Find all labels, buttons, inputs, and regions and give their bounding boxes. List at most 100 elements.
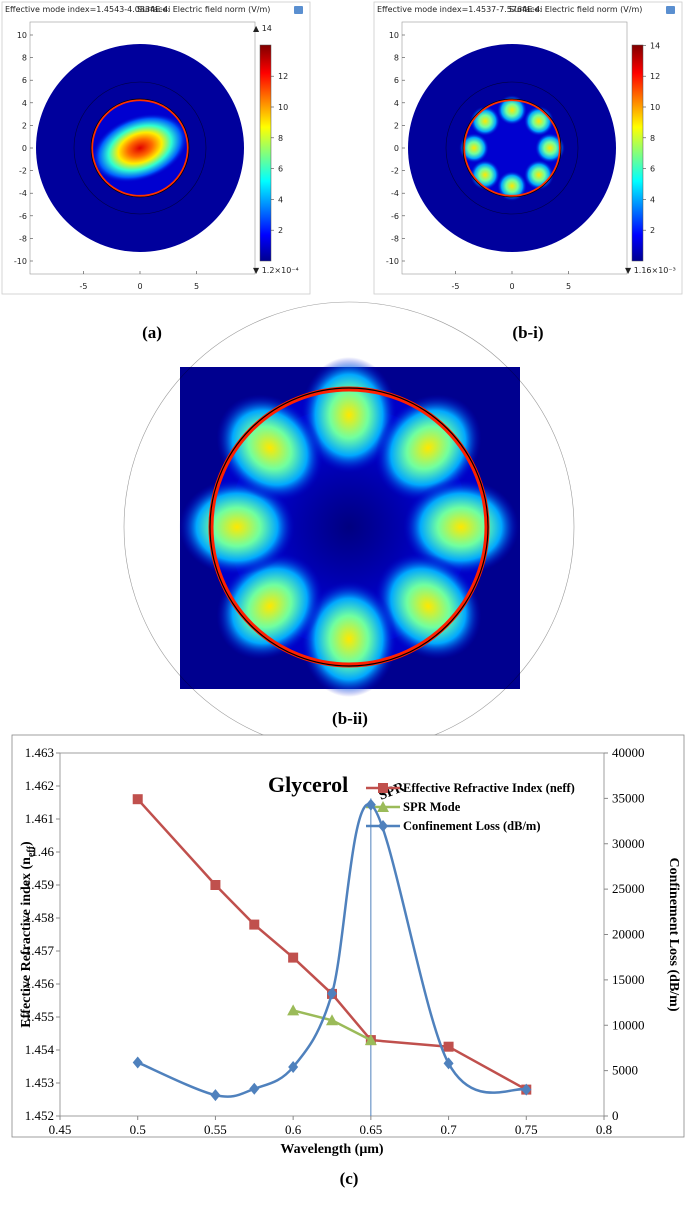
y-tick-label: -6 <box>391 212 399 221</box>
legend-label: Confinement Loss (dB/m) <box>403 819 541 833</box>
field-panel: Effective mode index=1.4543-4.0834E-4iSu… <box>1 1 311 295</box>
field-lobe <box>523 106 554 137</box>
x-tick-label: -5 <box>80 282 88 291</box>
y-tick-label: 1.461 <box>25 811 54 826</box>
zoom-boundary <box>209 387 489 667</box>
series-line <box>136 798 527 1091</box>
colorbar-tick-label: 8 <box>278 134 283 143</box>
y-tick-label: 1.454 <box>25 1042 55 1057</box>
field-lobe <box>179 479 295 575</box>
y-tick-label: 8 <box>394 54 399 63</box>
panel-title: Effective mode index=1.4543-4.0834E-4i <box>5 5 170 14</box>
colorbar-tick-label: 12 <box>278 72 288 81</box>
x-tick-label: 0.8 <box>596 1122 612 1137</box>
field-lobe <box>470 106 501 137</box>
field-panels: Effective mode index=1.4543-4.0834E-4i Su… <box>1 1 683 342</box>
field-lobe <box>301 357 397 473</box>
colorbar-tick-label: 6 <box>278 165 283 174</box>
colorbar-min: ▼ 1.16×10⁻³ <box>625 266 676 275</box>
field-lobe <box>216 394 324 502</box>
field-lobe <box>497 171 527 201</box>
y-tick-label: 1.46 <box>31 844 54 859</box>
field-lobe <box>403 479 519 575</box>
colorbar-max: ▲ 14 <box>253 24 272 33</box>
y-tick-label: -2 <box>391 167 399 176</box>
field-lobe <box>523 159 554 190</box>
y-tick-label: 6 <box>22 76 27 85</box>
marker <box>377 801 389 812</box>
colorbar-tick-label: 10 <box>278 103 288 112</box>
colorbar-tick-label: 4 <box>278 195 283 204</box>
marker <box>249 919 260 930</box>
marker <box>443 1057 454 1070</box>
marker <box>327 987 337 1000</box>
y-tick-label: 0 <box>22 144 27 153</box>
y2-tick-label: 35000 <box>612 790 645 805</box>
x-tick-label: -5 <box>452 282 460 291</box>
marker <box>249 1082 260 1095</box>
marker <box>378 783 388 793</box>
y-tick-label: 1.462 <box>25 778 54 793</box>
y-tick-label: 1.463 <box>25 745 54 760</box>
colorbar <box>259 44 272 262</box>
y-tick-label: 2 <box>394 121 399 130</box>
y-tick-label: -4 <box>19 189 27 198</box>
series-line <box>137 803 527 1098</box>
field-lobe <box>374 552 482 660</box>
y-tick-label: 10 <box>17 31 27 40</box>
field-lobe <box>459 133 489 163</box>
x-tick-label: 0.75 <box>515 1122 538 1137</box>
x-tick-label: 5 <box>566 282 571 291</box>
colorbar-tick-label: 14 <box>650 41 660 50</box>
field-lobe <box>301 581 397 697</box>
field-lobe <box>216 552 324 660</box>
colorbar-tick-label: 2 <box>278 226 283 235</box>
y-axis-label: Effective Refractive index (neff) <box>19 841 37 1028</box>
y-tick-label: -8 <box>391 234 399 243</box>
y-tick-label: -10 <box>14 257 27 266</box>
y-tick-label: 0 <box>394 144 399 153</box>
field-lobe <box>374 394 482 502</box>
y2-tick-label: 15000 <box>612 972 645 987</box>
x-tick-label: 0 <box>509 282 514 291</box>
field-panel: Effective mode index=1.4537-7.5764E-4iSu… <box>373 1 683 295</box>
zoom-lobes <box>179 357 519 697</box>
field-spot <box>91 113 189 183</box>
x-tick-label: 0.65 <box>359 1122 382 1137</box>
colorbar-tick-label: 8 <box>650 134 655 143</box>
chart-title: Glycerol <box>268 772 348 797</box>
y2-tick-label: 5000 <box>612 1063 638 1078</box>
colorbar-tick-label: 12 <box>650 72 660 81</box>
panel-title: Surface: Electric field norm (V/m) <box>509 5 642 14</box>
marker <box>210 1089 221 1102</box>
y2-tick-label: 40000 <box>612 745 645 760</box>
y-tick-label: 1.457 <box>25 943 55 958</box>
y-axis-label-end: ) <box>19 841 34 846</box>
y2-tick-label: 25000 <box>612 881 645 896</box>
y-tick-label: -10 <box>386 257 399 266</box>
y-tick-label: 1.453 <box>25 1075 54 1090</box>
chart: 1.452 1.453 1.454 1.455 1.456 1.457 1.458 1.459… <box>19 745 681 1157</box>
x-tick-label: 5 <box>194 282 199 291</box>
marker <box>521 1083 532 1096</box>
y-tick-label: 10 <box>389 31 399 40</box>
panel-icon <box>666 6 675 14</box>
panel-icon <box>294 6 303 14</box>
x-tick-label: 0.7 <box>440 1122 457 1137</box>
x-tick-label: 0 <box>137 282 142 291</box>
field-lobe <box>535 133 565 163</box>
legend-label: Effective Refractive Index (neff) <box>403 781 575 795</box>
metal-ring <box>90 98 190 198</box>
x-tick-label: 0.45 <box>49 1122 72 1137</box>
marker <box>132 794 143 805</box>
marker <box>365 798 376 811</box>
y-axis-label-sub: eff <box>26 845 37 857</box>
chart-frame <box>11 734 685 1138</box>
caption: (b-i) <box>512 323 543 342</box>
y-tick-label: -2 <box>19 167 27 176</box>
marker <box>443 1041 454 1052</box>
boundary <box>73 81 207 215</box>
x-tick-label: 0.55 <box>204 1122 227 1137</box>
y-tick-label: -4 <box>391 189 399 198</box>
